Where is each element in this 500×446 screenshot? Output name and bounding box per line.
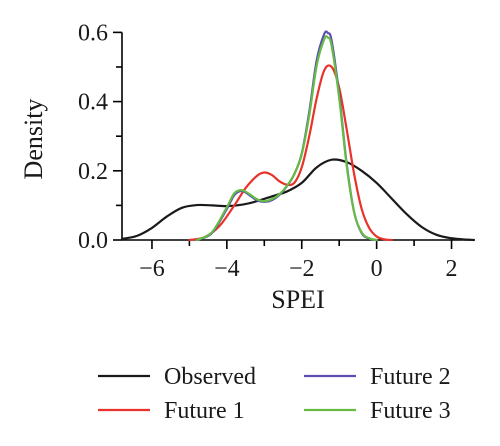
x-tick-label: −2: [289, 256, 315, 282]
y-tick-label: 0.2: [78, 159, 108, 185]
x-tick-label: −6: [139, 256, 165, 282]
legend-label: Future 1: [164, 398, 245, 424]
series-line-future-1: [188, 64, 393, 242]
y-tick-label: 0.6: [78, 20, 108, 46]
x-tick-label: 2: [446, 256, 458, 282]
legend-item-future-1: Future 1: [98, 398, 245, 424]
legend-item-future-3: Future 3: [304, 398, 451, 424]
legend-label: Observed: [164, 364, 256, 390]
x-tick-label: 0: [371, 256, 383, 282]
x-axis-title: SPEI: [271, 285, 324, 314]
legend-item-observed: Observed: [98, 364, 256, 390]
legend: Observed Future 1 Future 2 Future 3: [98, 364, 451, 424]
legend-label: Future 2: [370, 364, 451, 390]
x-tick-label: −4: [214, 256, 240, 282]
series-line-future-2: [195, 30, 378, 242]
series-line-future-3: [195, 35, 378, 242]
axes: 0.0 0.2 0.4 0.6 −6 −4 −2 0 2: [78, 20, 474, 282]
y-tick-label: 0.0: [78, 228, 108, 254]
y-axis-title: Density: [19, 99, 48, 180]
legend-item-future-2: Future 2: [304, 364, 451, 390]
series-line-observed: [120, 158, 476, 242]
series-layer: [120, 30, 476, 242]
y-tick-label: 0.4: [78, 90, 108, 116]
legend-label: Future 3: [370, 398, 451, 424]
